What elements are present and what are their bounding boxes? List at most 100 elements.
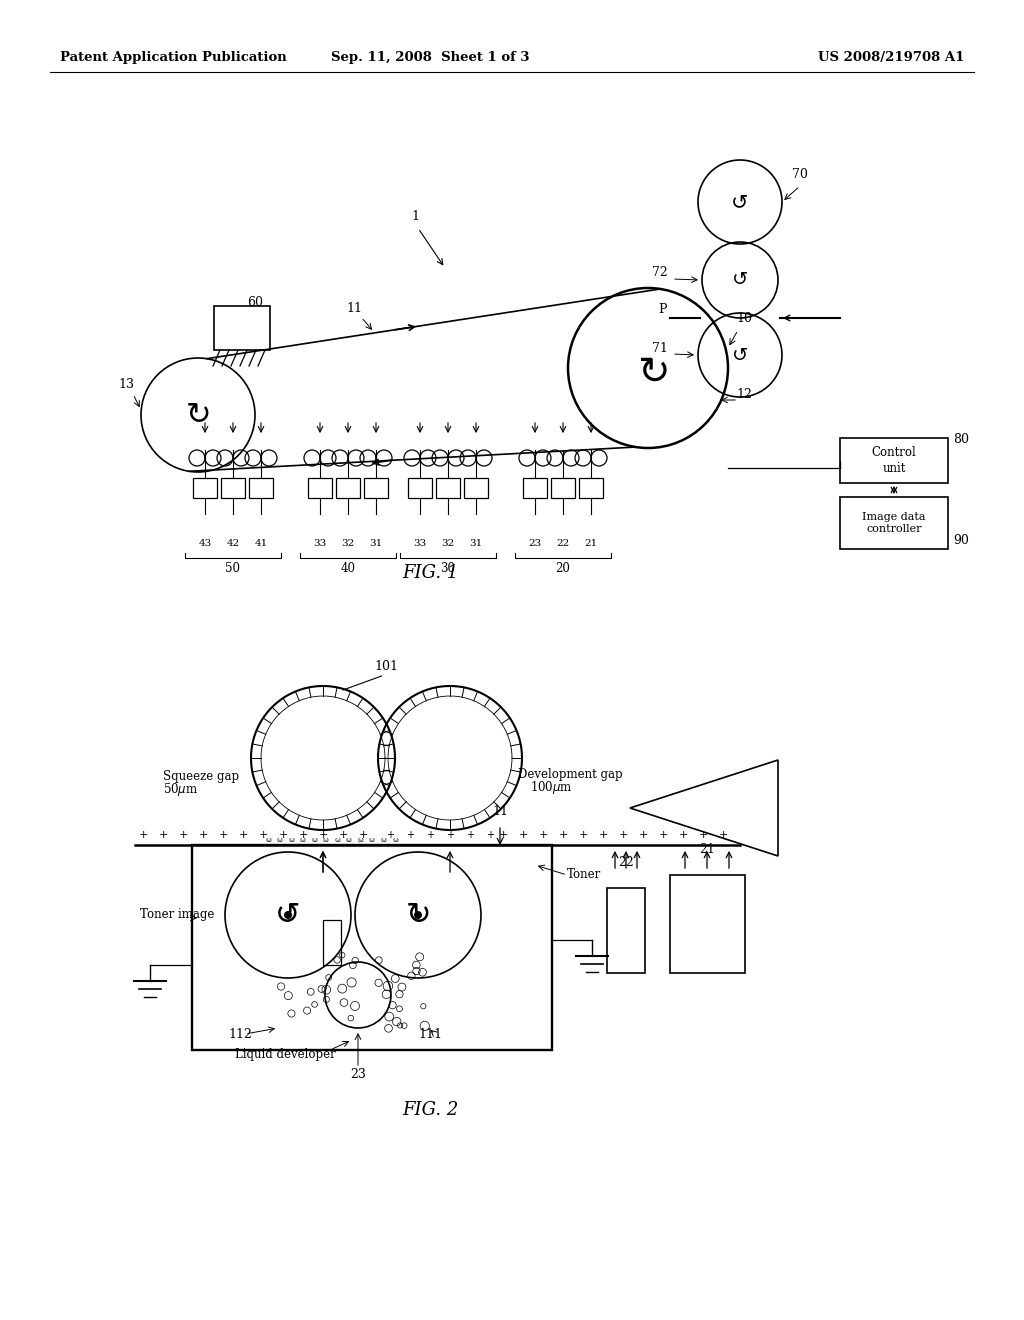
Text: 21: 21 <box>585 539 598 548</box>
Text: Sep. 11, 2008  Sheet 1 of 3: Sep. 11, 2008 Sheet 1 of 3 <box>331 51 529 65</box>
Text: 31: 31 <box>469 539 482 548</box>
Text: ω: ω <box>357 837 364 843</box>
Text: 111: 111 <box>418 1028 442 1041</box>
Bar <box>464 478 488 498</box>
Text: +: + <box>426 830 434 840</box>
Text: 10: 10 <box>736 312 752 325</box>
Text: 33: 33 <box>313 539 327 548</box>
Text: ↺: ↺ <box>731 191 749 213</box>
Text: +: + <box>446 830 454 840</box>
Text: ω: ω <box>265 837 271 843</box>
Text: +: + <box>386 830 394 840</box>
Text: +: + <box>638 830 648 840</box>
Bar <box>364 478 388 498</box>
Text: ↺: ↺ <box>732 271 749 289</box>
Text: 80: 80 <box>953 433 969 446</box>
Bar <box>840 438 948 483</box>
Text: Control
unit: Control unit <box>871 446 916 474</box>
Text: 50: 50 <box>225 562 241 576</box>
Text: +: + <box>159 830 168 840</box>
Text: 12: 12 <box>736 388 752 401</box>
Text: +: + <box>138 830 147 840</box>
Text: ω: ω <box>381 837 386 843</box>
Text: 31: 31 <box>370 539 383 548</box>
Text: +: + <box>466 830 474 840</box>
Text: +: + <box>279 830 288 840</box>
Text: FIG. 1: FIG. 1 <box>401 564 458 582</box>
Text: ω: ω <box>311 837 317 843</box>
Text: 43: 43 <box>199 539 212 548</box>
Text: +: + <box>318 830 328 840</box>
Text: +: + <box>718 830 728 840</box>
Text: ↺: ↺ <box>275 900 301 929</box>
Bar <box>221 478 245 498</box>
Text: +: + <box>358 830 368 840</box>
Text: 71: 71 <box>652 342 668 355</box>
Text: +: + <box>199 830 208 840</box>
Bar <box>408 478 432 498</box>
Text: 22: 22 <box>556 539 569 548</box>
Bar <box>579 478 603 498</box>
Text: 50$\mu$m: 50$\mu$m <box>163 781 199 799</box>
Text: ω: ω <box>276 837 283 843</box>
Text: Development gap: Development gap <box>518 768 623 781</box>
Text: 101: 101 <box>375 660 398 673</box>
Text: +: + <box>258 830 267 840</box>
Polygon shape <box>630 760 778 855</box>
Text: ω: ω <box>300 837 305 843</box>
Text: 42: 42 <box>226 539 240 548</box>
Text: 21: 21 <box>699 843 716 855</box>
Circle shape <box>414 911 422 919</box>
Text: P: P <box>658 304 667 315</box>
Text: +: + <box>218 830 227 840</box>
Text: 11: 11 <box>346 302 362 315</box>
Text: 22: 22 <box>618 855 634 869</box>
Text: +: + <box>658 830 668 840</box>
Text: ω: ω <box>346 837 352 843</box>
Bar <box>214 306 270 350</box>
Text: ↻: ↻ <box>637 354 670 392</box>
Text: 41: 41 <box>254 539 267 548</box>
Text: 23: 23 <box>528 539 542 548</box>
Text: 32: 32 <box>341 539 354 548</box>
Bar <box>323 920 341 965</box>
Text: 100$\mu$m: 100$\mu$m <box>530 779 572 796</box>
Text: +: + <box>579 830 588 840</box>
Bar <box>551 478 575 498</box>
Text: 32: 32 <box>441 539 455 548</box>
Text: +: + <box>178 830 187 840</box>
Text: ω: ω <box>323 837 329 843</box>
Text: Toner: Toner <box>567 869 601 880</box>
Text: Patent Application Publication: Patent Application Publication <box>60 51 287 65</box>
Text: Squeeze gap: Squeeze gap <box>163 770 240 783</box>
Text: +: + <box>558 830 567 840</box>
Text: 60: 60 <box>247 296 263 309</box>
Text: ω: ω <box>334 837 340 843</box>
Text: Toner image: Toner image <box>140 908 214 921</box>
Text: 70: 70 <box>792 168 808 181</box>
Text: ω: ω <box>392 837 398 843</box>
Text: +: + <box>698 830 708 840</box>
Text: ↻: ↻ <box>185 400 211 429</box>
Text: 1: 1 <box>411 210 419 223</box>
Text: 13: 13 <box>118 378 134 391</box>
Text: Liquid developer: Liquid developer <box>234 1048 336 1061</box>
Text: ω: ω <box>288 837 294 843</box>
Text: +: + <box>598 830 607 840</box>
Text: Image data
controller: Image data controller <box>862 512 926 533</box>
Text: 72: 72 <box>652 267 668 279</box>
Text: +: + <box>298 830 307 840</box>
Bar <box>336 478 360 498</box>
Text: +: + <box>239 830 248 840</box>
Bar <box>523 478 547 498</box>
Text: +: + <box>518 830 527 840</box>
Text: 90: 90 <box>953 535 969 546</box>
Text: +: + <box>499 830 508 840</box>
Text: 33: 33 <box>414 539 427 548</box>
Text: +: + <box>486 830 494 840</box>
Text: +: + <box>678 830 688 840</box>
Text: +: + <box>406 830 414 840</box>
Text: +: + <box>338 830 348 840</box>
Text: 11: 11 <box>492 805 508 818</box>
Bar <box>607 888 645 973</box>
